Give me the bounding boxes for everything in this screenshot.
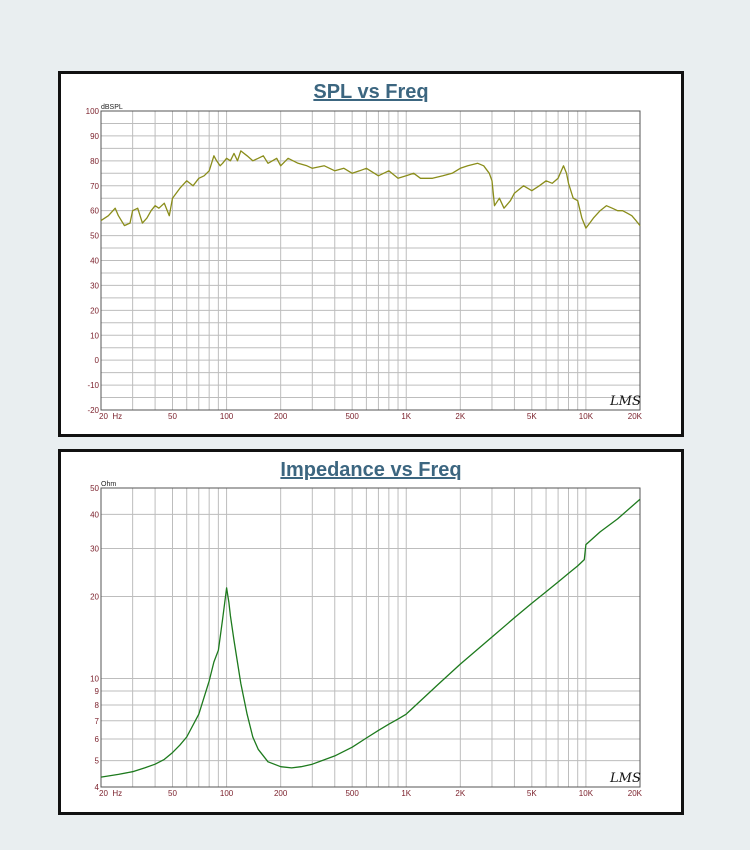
impedance-chart-title: Impedance vs Freq [280,459,462,481]
spl-x-tick-label: 500 [345,412,359,421]
impedance-y-tick-label: 7 [95,717,100,726]
impedance-x-tick-label: 1K [401,789,411,798]
spl-chart-title: SPL vs Freq [313,81,429,103]
spl-y-tick-label: 10 [90,331,99,340]
impedance-y-tick-label: 20 [90,592,99,601]
impedance-y-tick-label: 30 [90,544,99,553]
spl-x-tick-label: 20 Hz [99,412,122,421]
spl-y-tick-label: 50 [90,232,99,241]
impedance-series-line [100,498,641,778]
impedance-x-tick-label: 20K [628,789,643,798]
spl-y-tick-label: 90 [90,132,99,141]
impedance-y-tick-label: 4 [95,783,100,792]
spl-y-tick-label: 60 [90,207,99,216]
impedance-x-tick-label: 20 Hz [99,789,122,798]
spl-y-tick-label: 30 [90,281,99,290]
spl-y-axis-label: dBSPL [101,104,123,111]
impedance-y-axis-label: Ohm [101,481,116,488]
impedance-x-tick-label: 200 [274,789,288,798]
spl-plot-border [100,110,641,411]
impedance-x-tick-label: 50 [168,789,177,798]
spl-x-tick-label: 50 [168,412,177,421]
impedance-lms-brand: LMS [609,771,641,786]
impedance-x-tick-label: 2K [455,789,465,798]
impedance-y-tick-label: 5 [95,757,100,766]
spl-x-tick-label: 1K [401,412,411,421]
impedance-x-tick-label: 500 [345,789,359,798]
impedance-plot-border [100,487,641,788]
spl-y-tick-label: 20 [90,306,99,315]
impedance-y-tick-label: 8 [95,701,100,710]
spl-lms-brand: LMS [609,394,641,409]
impedance-x-tick-label: 100 [220,789,234,798]
spl-x-tick-label: 2K [455,412,465,421]
spl-x-tick-label: 100 [220,412,234,421]
impedance-y-tick-label: 9 [95,687,100,696]
spl-y-tick-label: 70 [90,182,99,191]
spl-series-line [100,150,641,229]
spl-chart: -20 -10 0 10 20 30 40 50 60 70 80 90 100 20 Hz 50 100 20… [86,104,643,421]
impedance-chart: 4 5 6 7 8 9 10 20 30 40 50 20 Hz 50 100 200 500 1K 2K 5K 10… [90,481,643,798]
spl-y-tick-label: 100 [86,107,100,116]
spl-y-tick-label: 0 [95,356,100,365]
impedance-plot-area [101,488,640,787]
impedance-x-tick-label: 5K [527,789,537,798]
spl-x-tick-label: 200 [274,412,288,421]
spl-x-tick-label: 10K [579,412,594,421]
impedance-y-tick-label: 10 [90,675,99,684]
spl-y-tick-label: 40 [90,257,99,266]
impedance-y-tick-label: 50 [90,484,99,493]
spl-y-tick-label: -10 [87,381,99,390]
spl-x-tick-label: 20K [628,412,643,421]
spl-x-tick-label: 5K [527,412,537,421]
spl-y-tick-label: 80 [90,157,99,166]
impedance-y-tick-label: 40 [90,510,99,519]
impedance-x-tick-label: 10K [579,789,594,798]
impedance-y-tick-label: 6 [95,735,100,744]
spl-y-tick-label: -20 [87,406,99,415]
